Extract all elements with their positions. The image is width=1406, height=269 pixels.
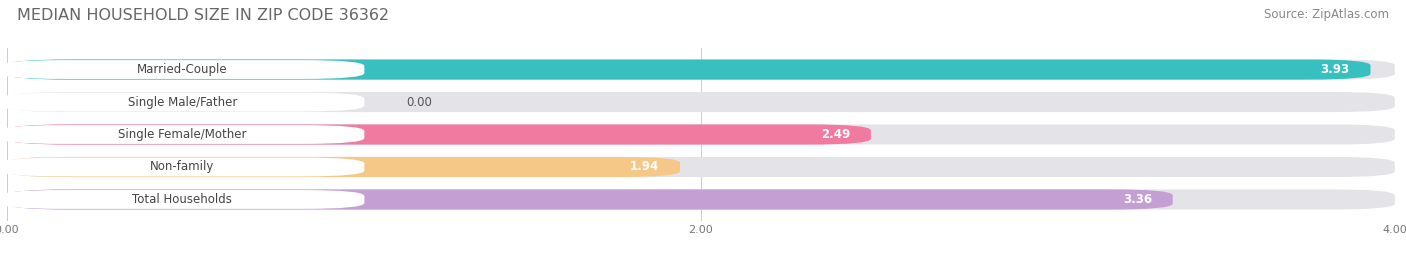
FancyBboxPatch shape <box>7 59 1395 80</box>
Text: 3.36: 3.36 <box>1123 193 1152 206</box>
Text: 3.93: 3.93 <box>1320 63 1350 76</box>
FancyBboxPatch shape <box>7 157 1395 177</box>
FancyBboxPatch shape <box>0 190 364 209</box>
Text: Single Female/Mother: Single Female/Mother <box>118 128 246 141</box>
FancyBboxPatch shape <box>0 60 364 79</box>
FancyBboxPatch shape <box>7 189 1395 210</box>
FancyBboxPatch shape <box>7 189 1173 210</box>
Text: Source: ZipAtlas.com: Source: ZipAtlas.com <box>1264 8 1389 21</box>
FancyBboxPatch shape <box>7 59 1371 80</box>
Text: 2.49: 2.49 <box>821 128 851 141</box>
Text: Single Male/Father: Single Male/Father <box>128 95 238 108</box>
FancyBboxPatch shape <box>0 158 364 176</box>
FancyBboxPatch shape <box>0 125 364 144</box>
FancyBboxPatch shape <box>0 93 364 111</box>
FancyBboxPatch shape <box>7 125 1395 144</box>
FancyBboxPatch shape <box>7 157 681 177</box>
Text: 0.00: 0.00 <box>406 95 432 108</box>
FancyBboxPatch shape <box>7 125 870 144</box>
Text: MEDIAN HOUSEHOLD SIZE IN ZIP CODE 36362: MEDIAN HOUSEHOLD SIZE IN ZIP CODE 36362 <box>17 8 389 23</box>
FancyBboxPatch shape <box>7 92 1395 112</box>
Text: Non-family: Non-family <box>150 161 215 174</box>
Text: Married-Couple: Married-Couple <box>136 63 228 76</box>
Text: 1.94: 1.94 <box>630 161 659 174</box>
Text: Total Households: Total Households <box>132 193 232 206</box>
